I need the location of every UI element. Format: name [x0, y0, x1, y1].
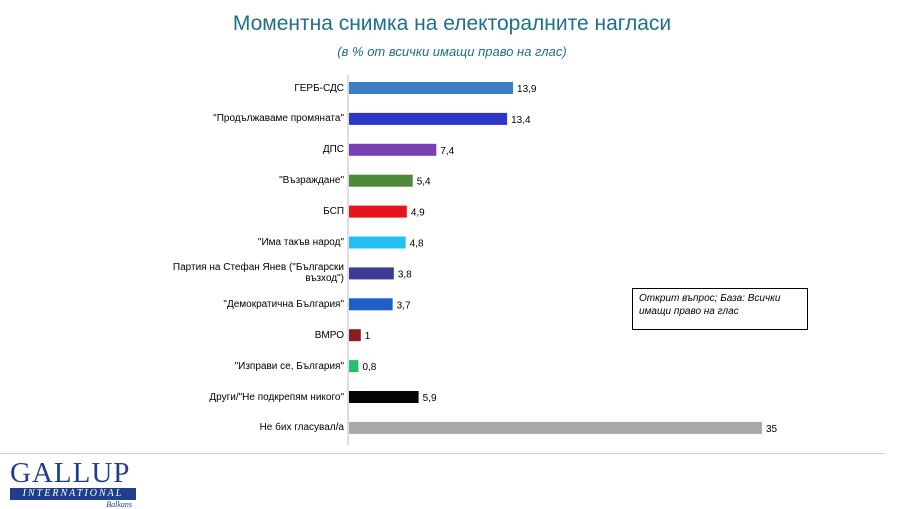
category-label: ГЕРБ-СДС	[294, 82, 344, 94]
bar-value-label: 0,8	[362, 362, 376, 373]
gallup-logo: GALLUP INTERNATIONAL Balkans	[10, 459, 136, 509]
bar	[349, 174, 413, 187]
logo-subtitle: Balkans	[106, 500, 132, 509]
bar-value-label: 1	[365, 331, 371, 342]
category-label: "Изправи се, България"	[234, 360, 344, 372]
bar	[349, 143, 437, 156]
bar-value-label: 13,4	[511, 115, 531, 126]
bar	[349, 329, 361, 342]
bar-value-label: 5,4	[417, 177, 431, 188]
bar	[349, 112, 508, 125]
logo-international-bar: INTERNATIONAL	[10, 488, 136, 500]
bar-value-label: 4,9	[411, 208, 425, 219]
chart-title: Моментна снимка на електоралните нагласи	[232, 12, 672, 35]
category-label: Не бих гласувал/а	[259, 422, 344, 434]
chart-subtitle: (в % от всички имащи право на глас)	[337, 44, 567, 59]
bar	[349, 267, 394, 280]
bar-value-label: 3,7	[397, 300, 411, 311]
bar	[349, 298, 393, 311]
bar-value-label: 13,9	[517, 84, 537, 95]
category-label: Други/"Не подкрепям никого"	[209, 391, 344, 403]
category-label: БСП	[323, 206, 344, 218]
category-label: ВМРО	[314, 329, 344, 341]
category-label: "Демократична България"	[223, 298, 344, 310]
category-label: "Възраждане"	[279, 175, 344, 187]
footer-divider	[0, 453, 885, 454]
bar-value-label: 4,8	[410, 239, 424, 250]
category-label: ДПС	[322, 144, 344, 156]
category-label: "Има такъв народ"	[257, 237, 344, 248]
logo-wordmark: GALLUP	[10, 457, 131, 489]
note-box: Открит въпрос; База: Всички имащи право …	[632, 288, 808, 330]
bar	[349, 391, 419, 403]
bar-value-label: 3,8	[398, 269, 412, 280]
bar-value-label: 35	[766, 424, 778, 435]
bar	[349, 236, 406, 249]
bar	[349, 205, 407, 218]
bar	[349, 82, 514, 94]
bar	[349, 421, 762, 434]
bar-value-label: 7,4	[440, 146, 454, 157]
bar	[349, 360, 359, 373]
category-label: "Продължаваме промяната"	[213, 113, 344, 125]
bar-value-label: 5,9	[423, 393, 437, 404]
category-label: Партия на Стефан Янев ("Български възход…	[172, 262, 344, 285]
